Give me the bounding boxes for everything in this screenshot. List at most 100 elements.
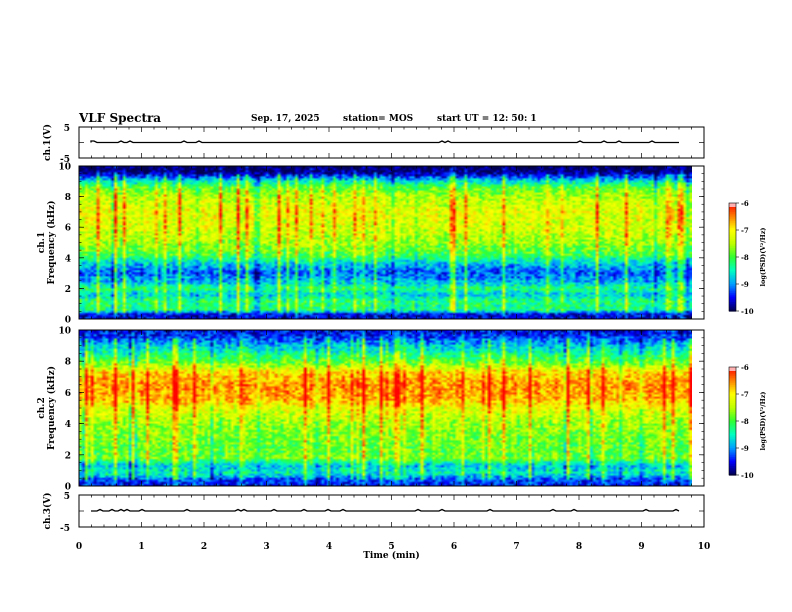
colorbar-segment [729,210,736,213]
colorbar-segment [729,276,736,280]
spectrogram-image [79,330,692,486]
colorbar-segment [729,408,736,411]
colorbar-segment [729,208,736,211]
colorbar-segment [729,388,736,391]
channel-label: ch.1 [37,232,47,253]
colorbar-segment [729,453,736,456]
x-tick-label: 9 [638,542,644,552]
y-tick-label: 0 [65,483,71,493]
colorbar-segment [729,289,736,292]
colorbar-segment [729,467,736,471]
colorbar-segment [729,385,736,388]
colorbar-segment [729,287,736,290]
colorbar-segment [729,376,736,379]
colorbar-segment [729,258,736,262]
colorbar-segment [729,421,736,424]
colorbar-tick-label: -6 [741,199,749,208]
y-tick-label: 5 [64,124,70,134]
x-tick-label: 4 [326,542,332,552]
colorbar-segment [729,466,736,469]
colorbar-segment [729,458,736,462]
colorbar-segment [729,440,736,444]
colorbar-segment [729,275,736,278]
colorbar-tick-label: -9 [741,280,749,289]
x-tick-label: 7 [513,542,519,552]
colorbar-segment [729,264,736,267]
y-tick-label: 4 [65,254,71,264]
colorbar-segment [729,455,736,458]
y-tick-label: 10 [58,327,71,337]
colorbar-segment [729,394,736,397]
colorbar-segment [729,294,736,298]
colorbar-segment [729,215,736,218]
x-tick-label: 2 [201,542,207,552]
colorbar-segment [729,406,736,409]
colorbar-segment [729,303,736,307]
colorbar-segment [729,257,736,260]
colorbar-segment [729,379,736,382]
colorbar-segment [729,464,736,467]
colorbar-segment [729,221,736,224]
y-axis-label: ch.1(V) [42,124,53,161]
colorbar-segment [729,280,736,283]
colorbar: -6 -7 -8 -9 -10 log(PSD)(V²/Hz) [728,199,767,316]
y-tick-label: 8 [65,358,71,368]
colorbar-segment [729,203,736,207]
y-axis-label: ch.3(V) [42,493,53,530]
channel-label: ch.2 [37,397,47,418]
colorbar-segment [729,419,736,422]
colorbar-segment [729,397,736,400]
colorbar-segment [729,224,736,227]
colorbar-segment [729,267,736,271]
x-tick-label: 1 [138,542,144,552]
station-label: station= MOS [343,114,414,124]
colorbar-segment [729,251,736,254]
y-tick-label: 10 [58,163,71,173]
y-axis-label: Frequency (kHz) [46,366,57,450]
colorbar-segment [729,291,736,294]
colorbar-segment [729,269,736,272]
colorbar-segment [729,262,736,265]
colorbar-tick-label: -7 [741,390,749,399]
colorbar-segment [729,433,736,436]
colorbar-segment [729,415,736,418]
colorbar-segment [729,260,736,263]
colorbar-segment [729,228,736,231]
colorbar-tick-label: -8 [741,417,749,426]
colorbar-segment [729,469,736,472]
colorbar-segment [729,449,736,453]
voltage-trace [91,508,680,512]
colorbar-segment [729,431,736,435]
colorbar-segment [729,242,736,245]
colorbar-segment [729,444,736,447]
colorbar-segment [729,399,736,402]
colorbar-segment [729,305,736,308]
start-time-label: start UT = 12: 50: 1 [437,114,537,124]
colorbar-segment [729,422,736,426]
colorbar-segment [729,374,736,377]
colorbar-segment [729,248,736,251]
x-tick-label: 0 [76,542,82,552]
colorbar-segment [729,446,736,449]
y-tick-label: 2 [65,451,71,461]
colorbar-segment [729,253,736,256]
colorbar-segment [729,271,736,274]
colorbar-tick-label: -9 [741,444,749,453]
colorbar-segment [729,219,736,222]
colorbar-segment [729,395,736,399]
colorbar-segment [729,392,736,395]
x-tick-label: 3 [263,542,269,552]
y-tick-label: 0 [65,316,71,326]
colorbar-segment [729,293,736,296]
colorbar-segment [729,212,736,215]
colorbar-segment [729,244,736,247]
colorbar-segment [729,383,736,386]
colorbar-segment [729,404,736,408]
colorbar-label: log(PSD)(V²/Hz) [759,228,767,287]
colorbar-segment [729,428,736,431]
colorbar-segment [729,367,736,371]
colorbar-segment [729,285,736,289]
colorbar-tick-label: -6 [741,363,749,372]
colorbar-segment [729,473,736,476]
